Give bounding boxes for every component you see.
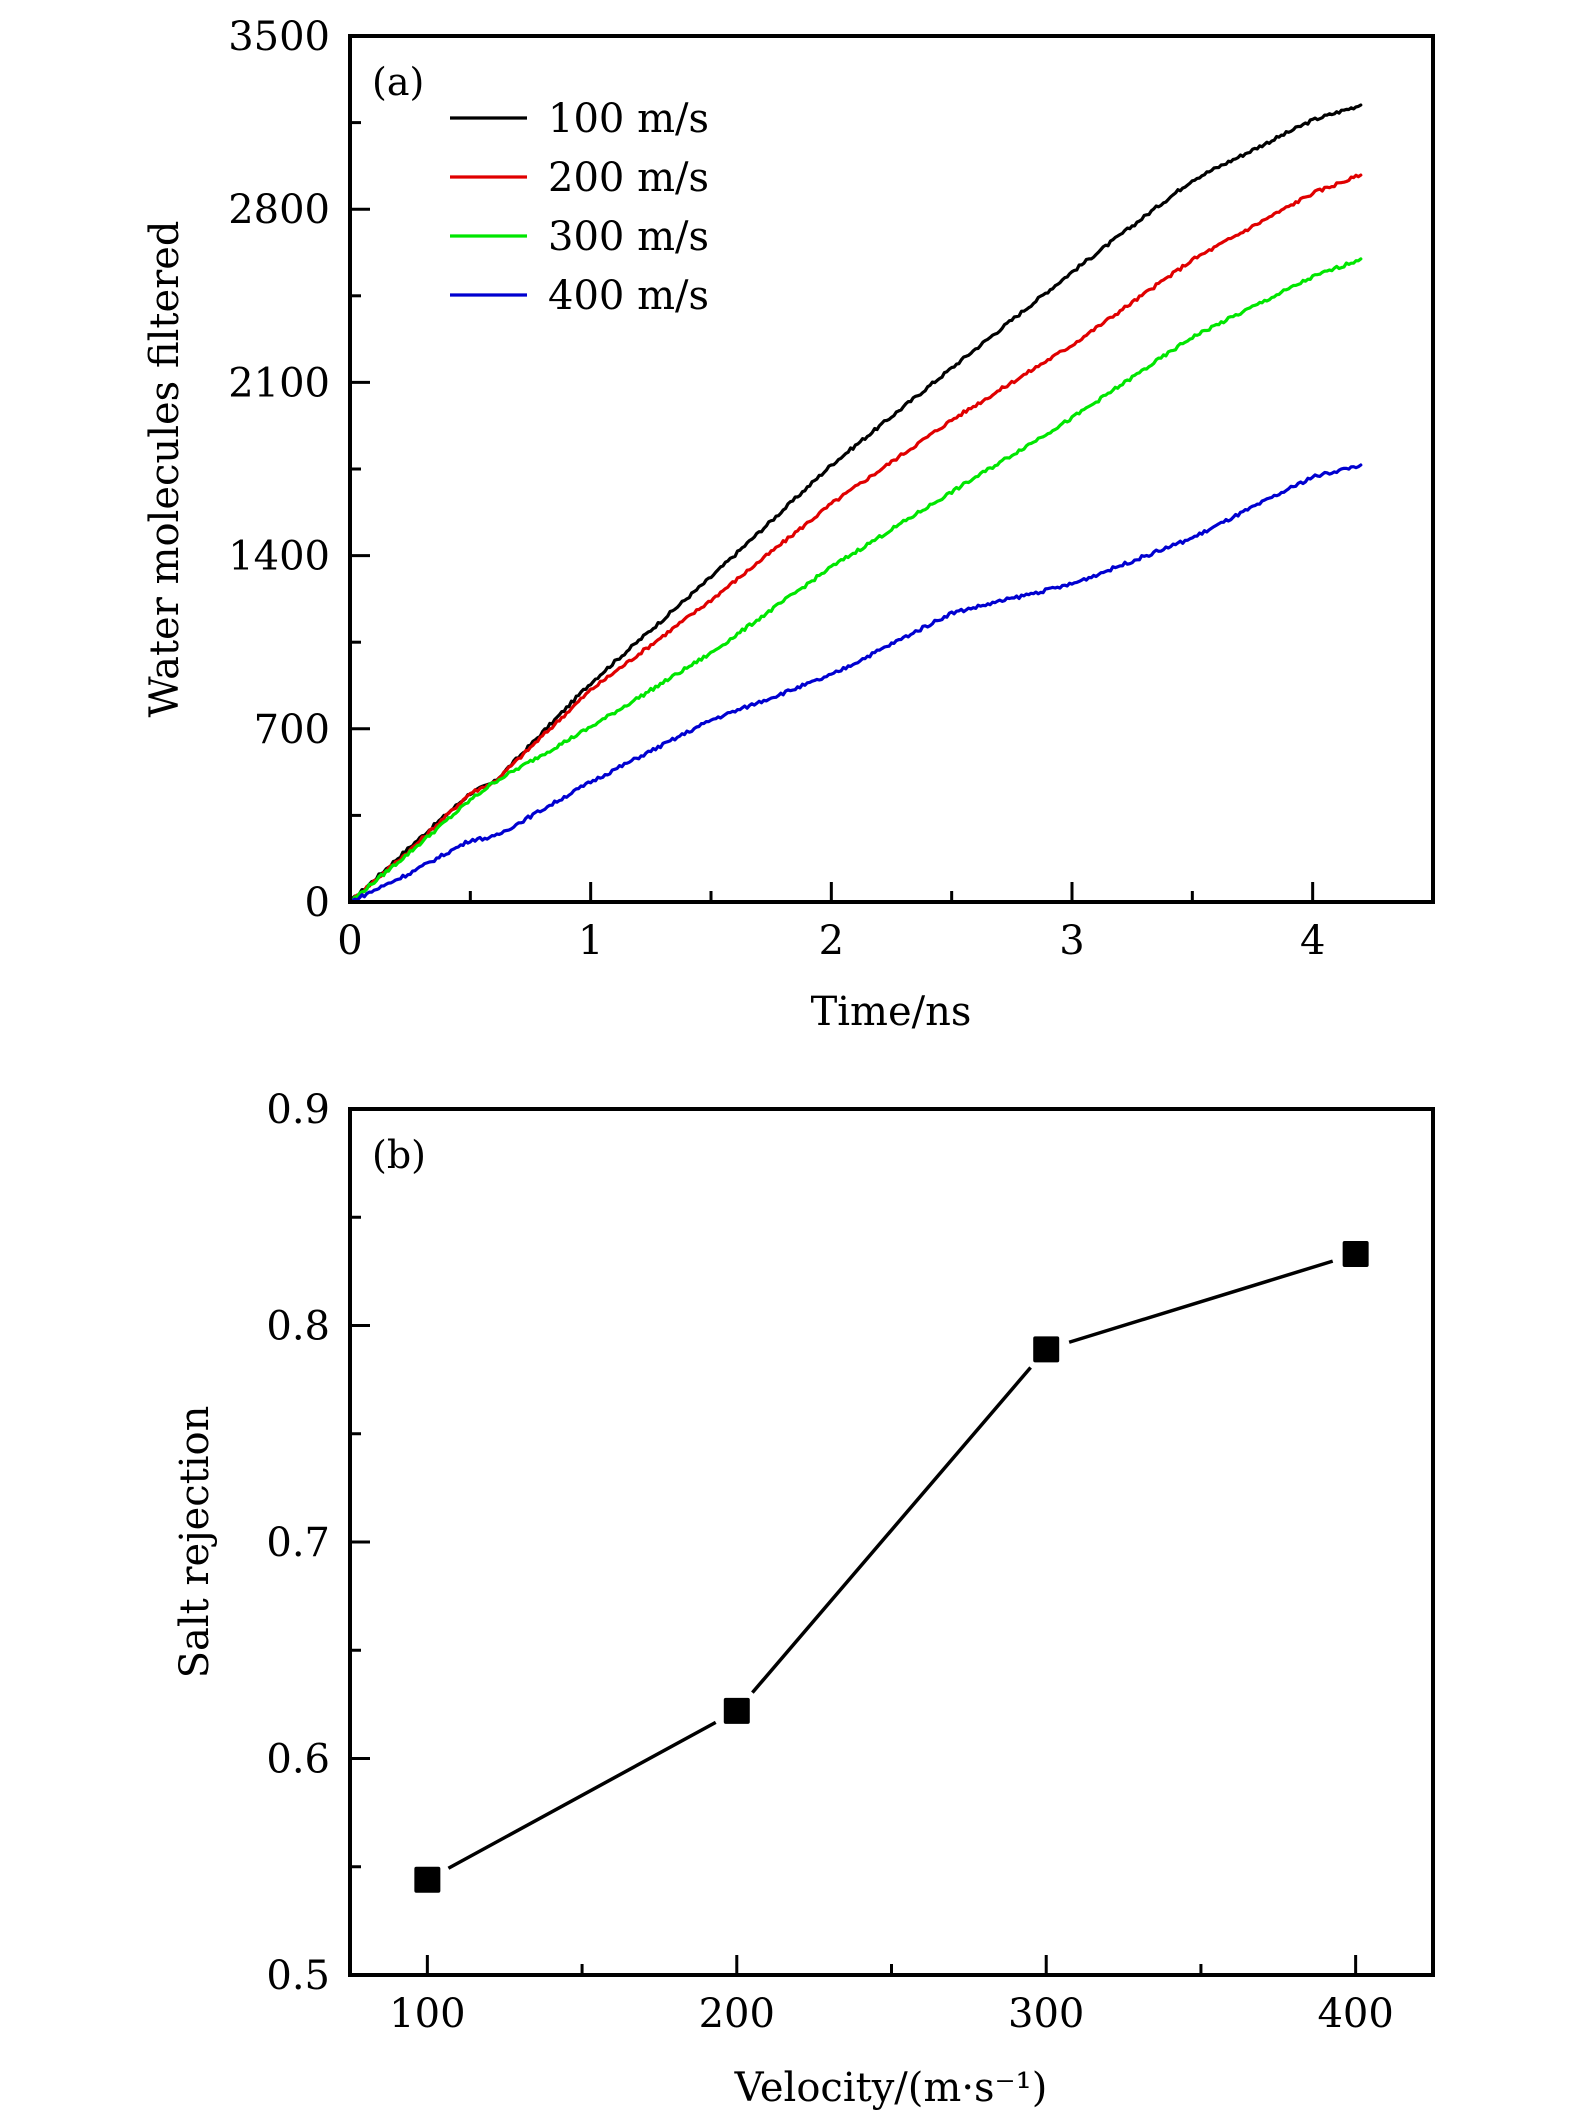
connector-segment [751,1366,1032,1694]
panel-b-plot-frame [348,1107,1435,1977]
connector-segment [447,1720,717,1870]
legend-label: 100 m/s [548,96,709,142]
legend-item: 100 m/s [450,96,709,142]
series-line-300-m-s [348,257,1363,904]
panel-b-ticks: 100 200 300 400 0.5 0.6 0.7 0.8 0.9 [266,1087,1393,2037]
panel-a-y-tick-label: 1400 [228,534,330,580]
panel-a-label: (a) [372,60,424,104]
panel-a-series-group [348,103,1363,904]
legend-label: 300 m/s [548,214,709,260]
panel-a-x-tick-label: 1 [578,918,603,964]
legend-item: 200 m/s [450,155,709,201]
panel-b-y-tick-label: 0.5 [266,1953,330,1999]
panel-a-legend: 100 m/s 200 m/s 300 m/s 400 m/s [450,96,709,319]
panel-a-y-tick-label: 3500 [228,14,330,60]
panel-b-label: (b) [372,1133,426,1177]
panel-b-x-tick-label: 100 [389,1991,465,2037]
series-line-400-m-s [348,463,1363,904]
panel-b-chart: 100 200 300 400 0.5 0.6 0.7 0.8 0.9 (b) Velocity… [172,1087,1435,2111]
panel-a-x-tick-label: 4 [1300,918,1325,964]
data-point-marker [1033,1336,1060,1363]
panel-b-y-axis-title: Salt rejection [172,1406,218,1679]
legend-label: 400 m/s [548,273,709,319]
panel-a-x-tick-label: 3 [1059,918,1084,964]
panel-b-y-tick-label: 0.9 [266,1087,330,1133]
data-point-marker [414,1866,441,1893]
legend-label: 200 m/s [548,155,709,201]
panel-a-y-axis-title: Water molecules filtered [142,220,188,717]
panel-a-x-tick-label: 2 [819,918,844,964]
data-point-marker [723,1697,750,1724]
series-line-200-m-s [348,173,1363,904]
panel-a-y-tick-label: 2100 [228,360,330,406]
legend-item: 400 m/s [450,273,709,319]
panel-b-y-tick-label: 0.8 [266,1304,330,1350]
series-line-100-m-s [348,103,1363,904]
panel-a-chart: 0 1 2 3 4 0 700 1400 2100 2800 3500 (a) 100 m/s 200… [142,14,1435,1035]
panel-b-y-tick-label: 0.6 [266,1737,330,1783]
data-point-marker [1342,1241,1369,1268]
panel-b-x-tick-label: 200 [699,1991,775,2037]
panel-a-y-tick-label: 0 [305,880,330,926]
connector-segment [1068,1259,1334,1344]
panel-b-y-tick-label: 0.7 [266,1520,330,1566]
panel-a-y-tick-label: 700 [254,707,330,753]
panel-a-x-tick-label: 0 [337,918,362,964]
panel-b-series-group [414,1241,1369,1893]
panel-a-ticks: 0 1 2 3 4 0 700 1400 2100 2800 3500 [228,14,1325,964]
panel-a-y-tick-label: 2800 [228,187,330,233]
panel-b-x-tick-label: 400 [1317,1991,1393,2037]
legend-item: 300 m/s [450,214,709,260]
panel-a-x-axis-title: Time/ns [811,989,972,1035]
panel-b-x-axis-title: Velocity/(m·s⁻¹) [734,2065,1048,2111]
panel-b-x-tick-label: 300 [1008,1991,1084,2037]
